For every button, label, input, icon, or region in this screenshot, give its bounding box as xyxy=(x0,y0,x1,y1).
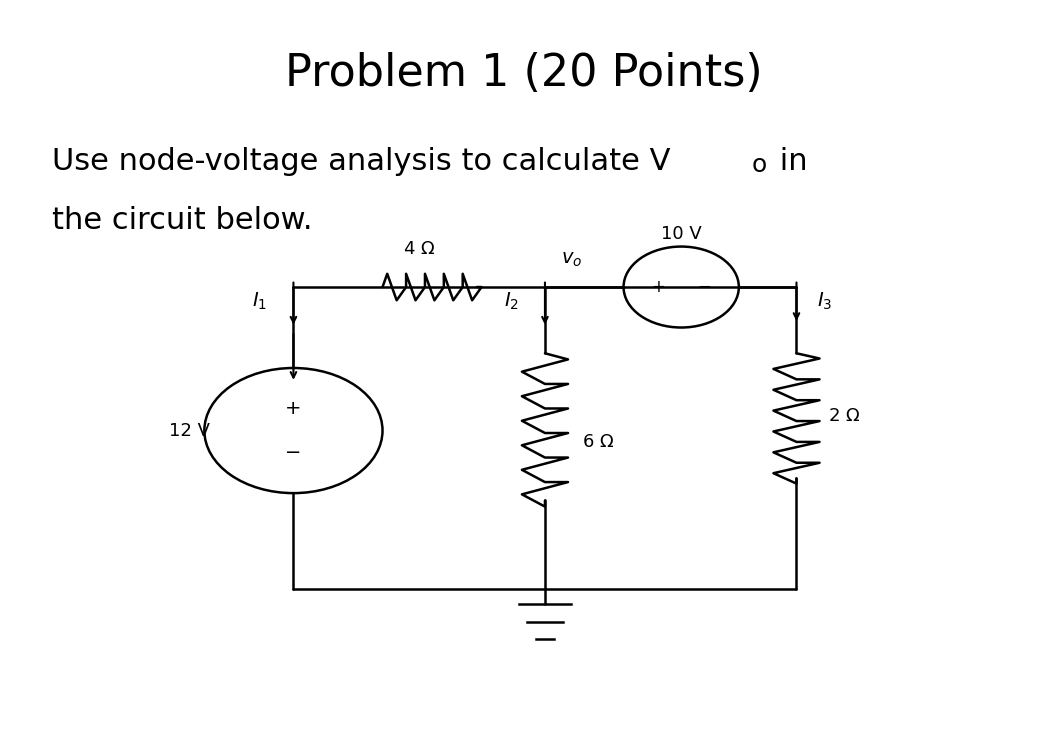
Text: Use node-voltage analysis to calculate V: Use node-voltage analysis to calculate V xyxy=(52,147,671,176)
Text: in: in xyxy=(770,147,808,176)
Text: 6 $\Omega$: 6 $\Omega$ xyxy=(582,433,614,450)
Text: 2 $\Omega$: 2 $\Omega$ xyxy=(828,407,860,425)
Text: +: + xyxy=(285,399,302,418)
Text: 4 $\Omega$: 4 $\Omega$ xyxy=(403,240,435,258)
Text: $I_1$: $I_1$ xyxy=(253,291,267,312)
Text: −: − xyxy=(285,443,302,462)
Text: the circuit below.: the circuit below. xyxy=(52,206,313,235)
Text: −: − xyxy=(697,278,712,296)
Text: +: + xyxy=(651,278,665,296)
Text: $I_3$: $I_3$ xyxy=(817,291,833,312)
Text: Problem 1 (20 Points): Problem 1 (20 Points) xyxy=(285,52,763,94)
Text: o: o xyxy=(751,153,767,177)
Text: $I_2$: $I_2$ xyxy=(504,291,519,312)
Text: 10 V: 10 V xyxy=(661,225,701,243)
Text: 12 V: 12 V xyxy=(169,422,210,439)
Text: $v_o$: $v_o$ xyxy=(561,250,582,269)
